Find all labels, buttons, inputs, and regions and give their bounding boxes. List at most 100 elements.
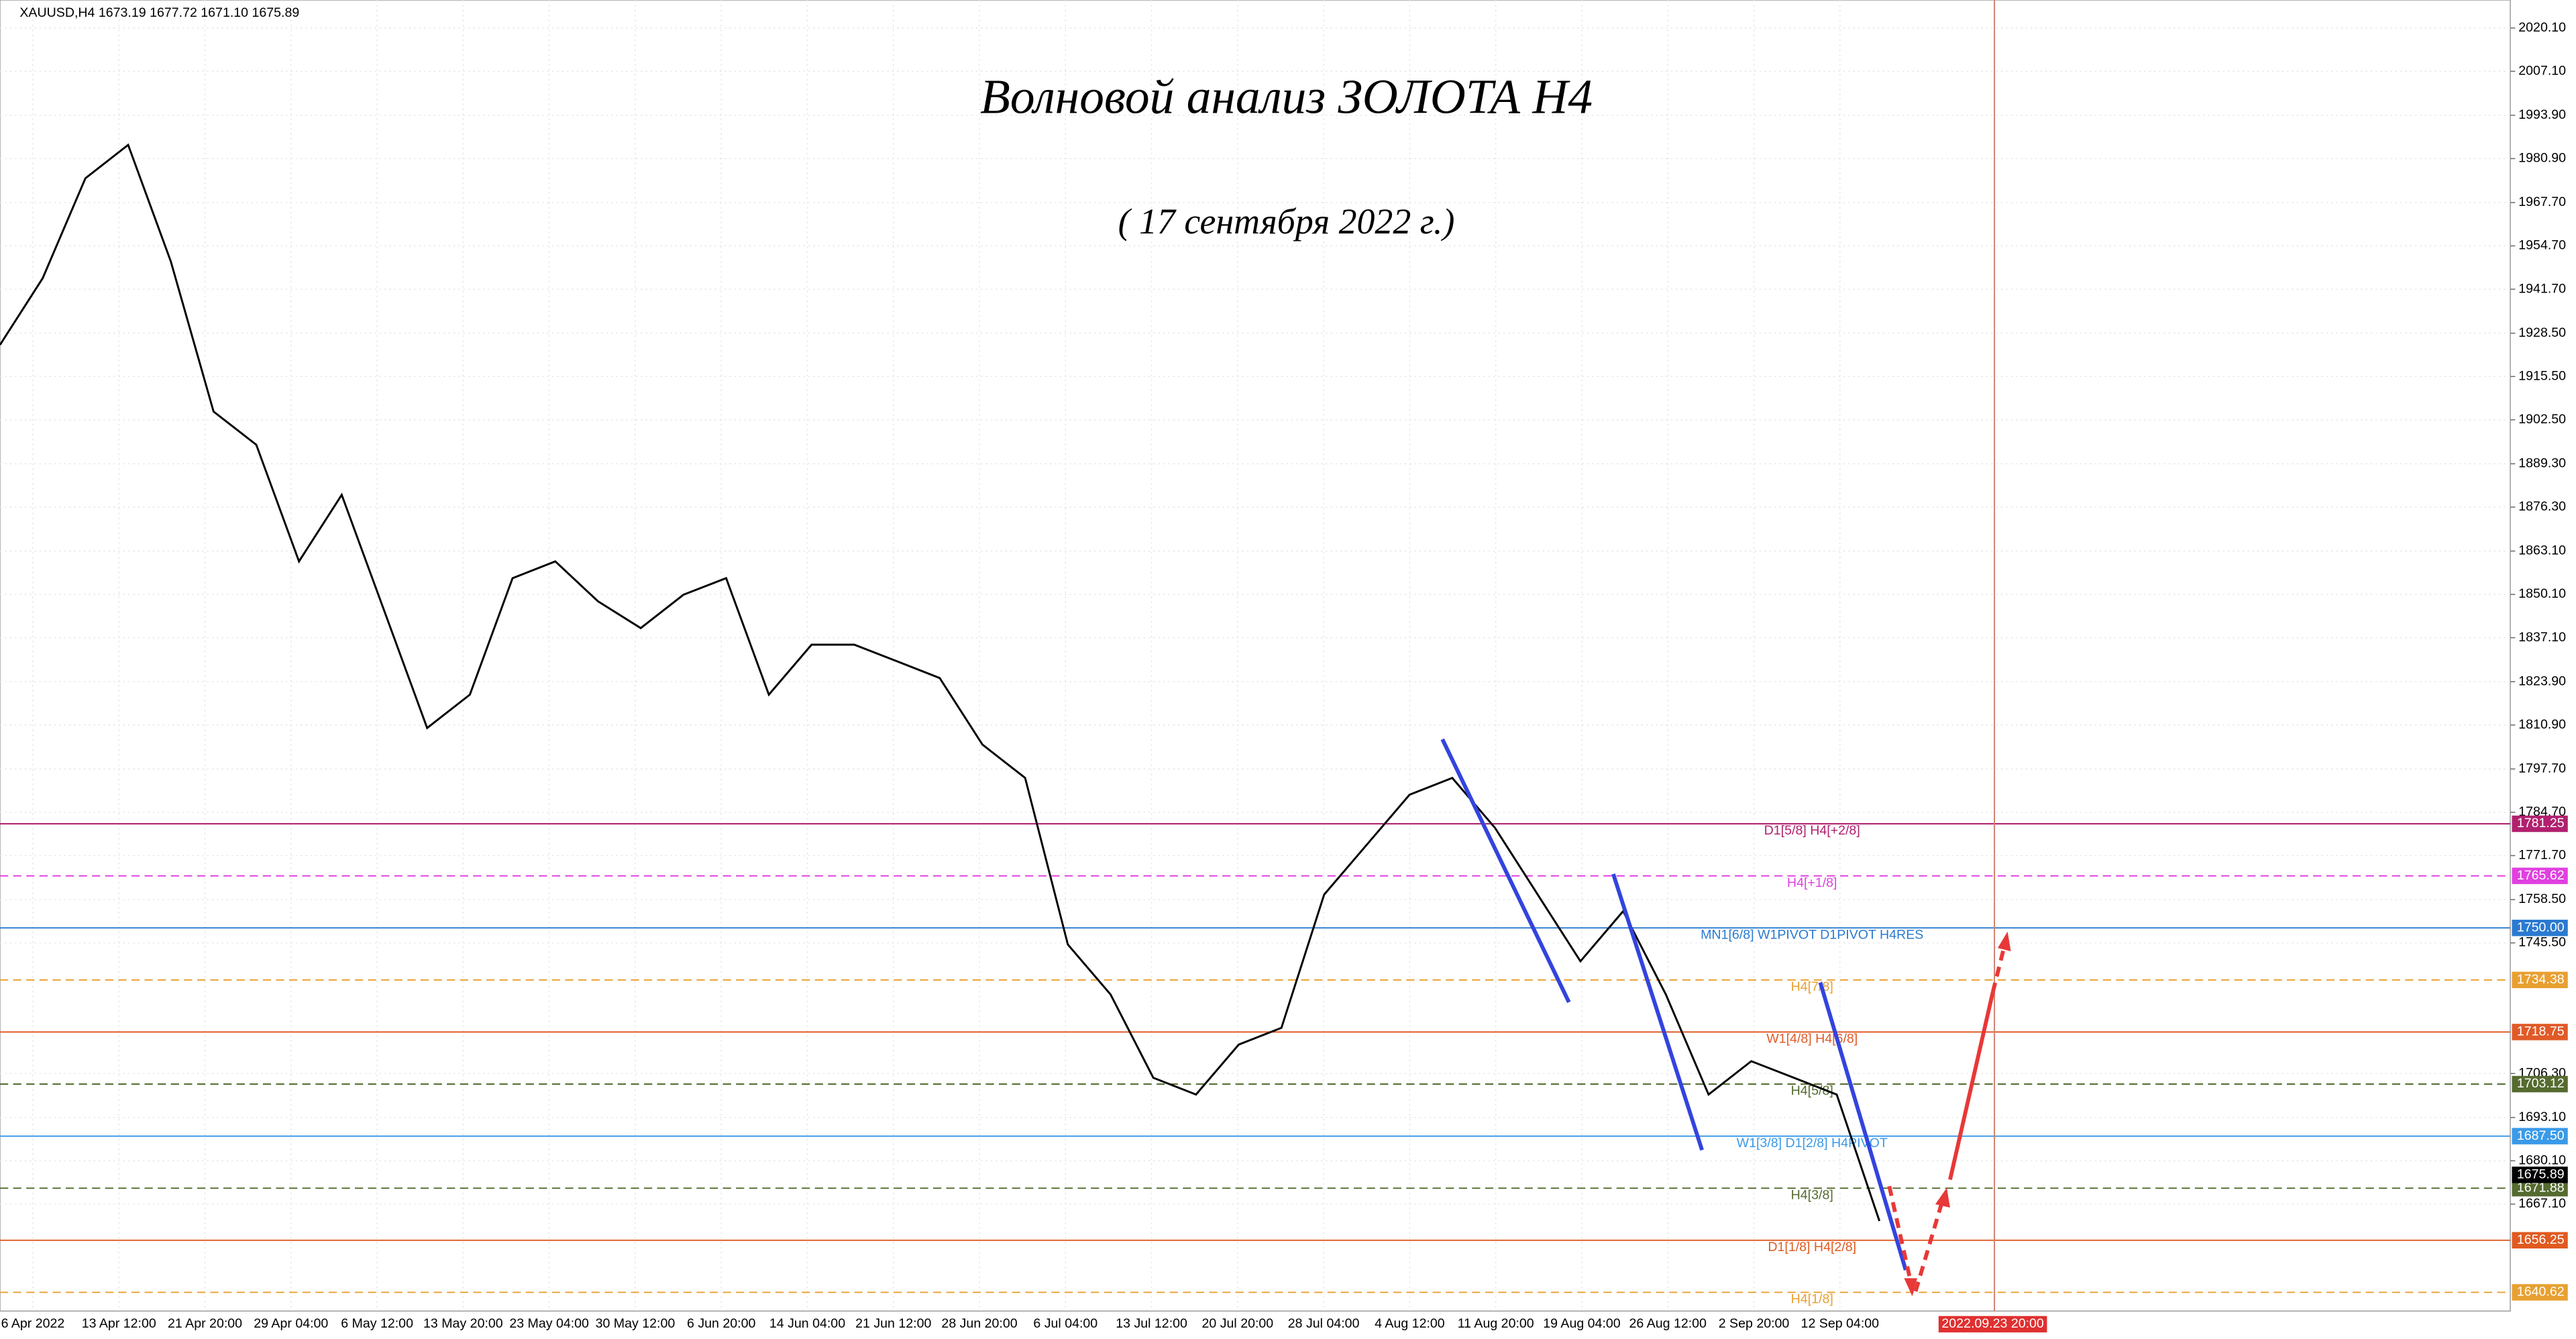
y-tick-label: 1993.90: [2518, 107, 2566, 122]
plot-area: [0, 0, 2511, 1312]
trend-line: [1818, 981, 1908, 1271]
x-tick-label: 23 May 04:00: [509, 1316, 589, 1331]
arrowhead: [1904, 1278, 1917, 1297]
level-badge-label: 1781.25: [2517, 816, 2565, 831]
current-price-badge: [2512, 1167, 2568, 1183]
y-tick-label: 1693.10: [2518, 1110, 2566, 1124]
x-tick-label: 20 Jul 20:00: [1202, 1316, 1274, 1331]
y-tick-label: 1837.10: [2518, 630, 2566, 645]
x-tick-label: 29 Apr 04:00: [254, 1316, 328, 1331]
x-tick-label: 13 May 20:00: [423, 1316, 503, 1331]
trend-line: [1611, 873, 1704, 1151]
chart-subtitle: ( 17 сентября 2022 г.): [1118, 201, 1455, 242]
x-tick-label: 6 Jun 20:00: [687, 1316, 755, 1331]
y-tick-label: 1810.90: [2518, 717, 2566, 732]
y-tick-label: 1850.10: [2518, 586, 2566, 601]
x-tick-label: 19 Aug 04:00: [1543, 1316, 1621, 1331]
y-tick-label: 1915.50: [2518, 368, 2566, 383]
level-badge-label: 1703.12: [2517, 1076, 2565, 1091]
arrow: [1990, 945, 2006, 993]
y-tick-label: 1680.10: [2518, 1153, 2566, 1168]
level-badge-label: 1734.38: [2517, 972, 2565, 987]
forecast-badge: [1938, 1316, 2047, 1333]
axis: 2020.10 2007.10 1993.90 1980.90 1967.70 1954.…: [1, 20, 2568, 1333]
x-tick-label: 13 Jul 12:00: [1116, 1316, 1187, 1331]
forecast-label: 2022.09.23 20:00: [1941, 1316, 2044, 1331]
level-badge-label: 1640.62: [2517, 1285, 2565, 1299]
x-tick-label: 28 Jul 04:00: [1288, 1316, 1360, 1331]
arrowhead: [1935, 1187, 1950, 1208]
y-tick-label: 1928.50: [2518, 325, 2566, 340]
level-name: H4[1/8]: [1791, 1292, 1833, 1307]
arrowhead: [1997, 931, 2011, 952]
level-name: W1[4/8] H4[6/8]: [1766, 1032, 1858, 1047]
level-name: H4[+1/8]: [1787, 875, 1837, 890]
level-badge: [2512, 867, 2568, 884]
x-tick-label: 14 Jun 04:00: [769, 1316, 845, 1331]
y-tick-label: 2020.10: [2518, 20, 2566, 35]
arrow: [1948, 992, 1995, 1181]
level-name: D1[5/8] H4[+2/8]: [1764, 823, 1860, 838]
y-tick-label: 1954.70: [2518, 238, 2566, 253]
x-tick-label: 21 Jun 12:00: [855, 1316, 931, 1331]
level-badge-label: 1718.75: [2517, 1024, 2565, 1039]
level-badge-label: 1656.25: [2517, 1232, 2565, 1247]
level-name: D1[1/8] H4[2/8]: [1768, 1240, 1856, 1254]
x-tick-label: 30 May 12:00: [596, 1316, 676, 1331]
price: [0, 143, 1881, 1222]
x-tick-label: 4 Aug 12:00: [1375, 1316, 1445, 1331]
level-badge: [2512, 919, 2568, 936]
wave-lines: [1440, 738, 1908, 1271]
trend-line: [1440, 738, 1571, 1004]
x-tick-label: 11 Aug 20:00: [1458, 1316, 1534, 1331]
y-tick-label: 1823.90: [2518, 674, 2566, 688]
level-name: H4[5/8]: [1791, 1083, 1833, 1098]
x-tick-label: 12 Sep 04:00: [1801, 1316, 1880, 1331]
level-name: W1[3/8] D1[2/8] H4PIVOT: [1737, 1136, 1888, 1150]
level-badge: [2512, 1128, 2568, 1144]
x-tick-label: 13 Apr 12:00: [82, 1316, 156, 1331]
header: XAUUSD,H4 1673.19 1677.72 1671.10 1675.8…: [19, 5, 299, 20]
y-tick-label: 1967.70: [2518, 195, 2566, 209]
price-line: [0, 143, 1881, 1222]
forecast-arrows: [1887, 931, 2011, 1297]
x-tick-label: 6 Apr 2022: [1, 1316, 65, 1331]
y-tick-label: 1797.70: [2518, 761, 2566, 775]
y-tick-label: 1889.30: [2518, 456, 2566, 471]
level-name: MN1[6/8] W1PIVOT D1PIVOT H4RES: [1701, 927, 1923, 942]
y-tick-label: 1863.10: [2518, 543, 2566, 558]
y-tick-label: 1902.50: [2518, 412, 2566, 427]
x-tick-label: 21 Apr 20:00: [168, 1316, 242, 1331]
x-tick-label: 28 Jun 20:00: [941, 1316, 1017, 1331]
level-badge-label: 1671.88: [2517, 1180, 2565, 1195]
y-tick-label: 1980.90: [2518, 151, 2566, 166]
x-tick-label: 6 Jul 04:00: [1033, 1316, 1097, 1331]
y-tick-label: 1758.50: [2518, 892, 2566, 906]
y-tick-label: 1667.10: [2518, 1196, 2566, 1211]
level-badge-label: 1687.50: [2517, 1128, 2565, 1143]
x-tick-label: 2 Sep 20:00: [1719, 1316, 1790, 1331]
grid: [0, 0, 2511, 1311]
y-tick-label: 2007.10: [2518, 63, 2566, 78]
level-badge-label: 1765.62: [2517, 868, 2565, 883]
chart-title: Волновой анализ ЗОЛОТА H4: [980, 70, 1593, 124]
level-name: H4[3/8]: [1791, 1187, 1833, 1202]
level-badge: [2512, 815, 2568, 833]
level-badge: [2512, 1024, 2568, 1040]
x-tick-label: 26 Aug 12:00: [1629, 1316, 1707, 1331]
current-price-label: 1675.89: [2517, 1167, 2565, 1181]
y-tick-label: 1941.70: [2518, 281, 2566, 296]
x-tick-label: 6 May 12:00: [341, 1316, 413, 1331]
level-name: H4[7/8]: [1791, 979, 1833, 994]
y-tick-label: 1745.50: [2518, 935, 2566, 950]
level-badge: [2512, 1232, 2568, 1249]
level-badge: [2512, 971, 2568, 989]
level-badge: [2512, 1075, 2568, 1093]
level-badge-label: 1750.00: [2517, 920, 2565, 934]
y-tick-label: 1771.70: [2518, 848, 2566, 863]
y-tick-label: 1876.30: [2518, 499, 2566, 514]
level-badge: [2512, 1284, 2568, 1301]
y-tick-label: 1784.70: [2518, 804, 2566, 819]
levels: D1[5/8] H4[+2/8] H4[+1/8] MN1[6/8] W1PIVOT…: [0, 823, 2511, 1307]
